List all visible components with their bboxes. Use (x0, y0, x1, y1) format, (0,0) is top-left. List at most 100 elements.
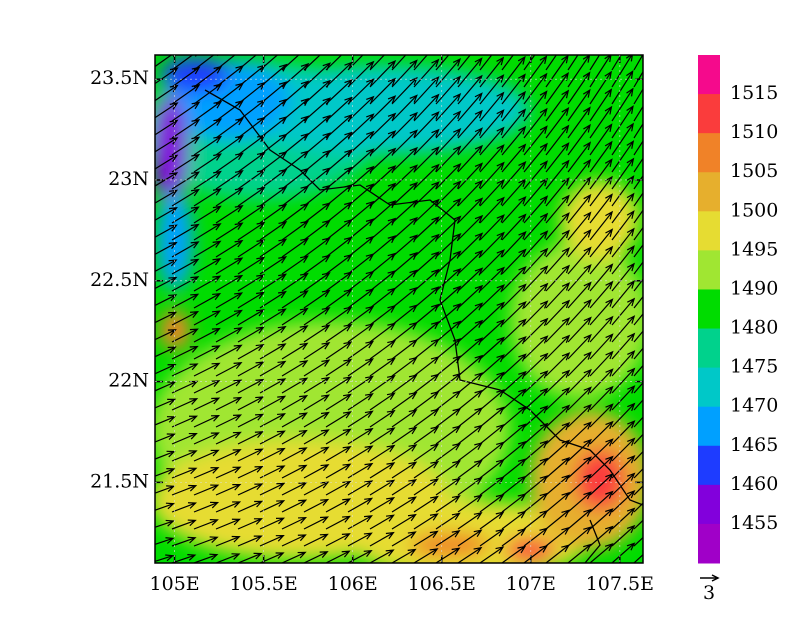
wind-vector (155, 381, 177, 392)
wind-vector (501, 493, 527, 513)
wind-vector (391, 391, 418, 411)
wind-vector (347, 55, 364, 71)
wind-vector (435, 75, 462, 105)
wind-vector (611, 227, 635, 258)
wind-vector (237, 186, 266, 207)
wind-vector (391, 356, 418, 377)
wind-vector (369, 427, 396, 445)
wind-vector (347, 148, 375, 173)
wind-vector (633, 105, 643, 122)
wind-vector (523, 265, 549, 292)
wind-vector (633, 433, 643, 445)
wind-vector (303, 516, 330, 530)
wind-vector (413, 163, 440, 190)
colorbar-label: 1495 (730, 238, 778, 260)
wind-vector (413, 478, 440, 496)
wind-vector (545, 55, 569, 88)
wind-vector (589, 508, 614, 530)
wind-vector (545, 544, 570, 563)
colorbar-bin (698, 94, 720, 134)
colorbar-bin (698, 328, 720, 369)
wind-vector (171, 363, 199, 377)
wind-vector (457, 354, 484, 377)
wind-vector (347, 340, 375, 360)
wind-vector (347, 532, 373, 547)
wind-vector (193, 519, 219, 530)
wind-vector (347, 445, 374, 462)
wind-vector (413, 548, 439, 563)
wind-vector (611, 297, 636, 326)
wind-vector (413, 233, 440, 258)
wind-vector (567, 473, 592, 496)
wind-vector (633, 364, 643, 377)
wind-vector (435, 55, 450, 71)
wind-vector (501, 213, 527, 241)
wind-vector (281, 394, 309, 411)
wind-vector (369, 217, 397, 241)
wind-vector (237, 483, 264, 496)
wind-vector (589, 368, 614, 394)
wind-vector (155, 172, 179, 187)
x-tick-label: 107E (506, 573, 556, 595)
wind-vector (215, 396, 243, 411)
colorbar-bin (698, 133, 720, 173)
wind-vector (501, 265, 527, 292)
colorbar-bin (698, 445, 720, 486)
wind-vector (479, 406, 505, 428)
wind-vector (303, 359, 331, 377)
wind-vector (193, 310, 221, 326)
wind-vector (281, 220, 310, 241)
wind-vector (347, 410, 374, 428)
x-tick-label: 106.5E (408, 573, 476, 595)
wind-vector (413, 513, 439, 530)
wind-vector (281, 482, 308, 496)
wind-vector (633, 55, 643, 71)
wind-vector (237, 309, 265, 326)
wind-vector (567, 55, 579, 71)
wind-vector (611, 350, 636, 377)
wind-vector (391, 548, 417, 563)
wind-vector (325, 61, 353, 88)
wind-vector (259, 256, 288, 275)
wind-vector (347, 305, 375, 326)
wind-vector (611, 175, 635, 207)
wind-vector (237, 151, 266, 173)
wind-vector (237, 169, 266, 190)
wind-vector (155, 433, 176, 443)
wind-vector (435, 145, 462, 173)
wind-vector (171, 136, 201, 156)
wind-vector (193, 327, 221, 343)
colorbar-bin (698, 289, 720, 330)
wind-vector (325, 323, 353, 343)
wind-vector (347, 375, 374, 394)
wind-vector (369, 77, 397, 105)
wind-vector (611, 55, 622, 71)
wind-vector (155, 207, 178, 221)
wind-vector (523, 457, 549, 479)
wind-vector (369, 409, 396, 428)
wind-vector (237, 465, 264, 479)
wind-vector (171, 206, 200, 224)
wind-vector (589, 158, 613, 190)
wind-vector (259, 534, 285, 547)
wind-vector (501, 388, 527, 411)
wind-vector (281, 202, 310, 224)
wind-vector (193, 501, 220, 513)
wind-vector (457, 214, 484, 241)
wind-vector (347, 480, 374, 496)
wind-vector (303, 324, 331, 343)
wind-vector (369, 55, 386, 71)
wind-vector (237, 221, 266, 241)
wind-vector (611, 280, 636, 309)
wind-vector (567, 403, 592, 428)
wind-vector (545, 194, 570, 224)
x-tick-label: 107.5E (586, 573, 654, 595)
wind-vector (325, 306, 353, 326)
wind-vector (171, 118, 201, 139)
wind-vector (413, 128, 440, 156)
wind-vector (501, 475, 527, 496)
wind-vector (369, 287, 397, 309)
wind-vector (611, 122, 634, 156)
wind-vector (215, 344, 243, 360)
wind-vector (611, 542, 636, 563)
